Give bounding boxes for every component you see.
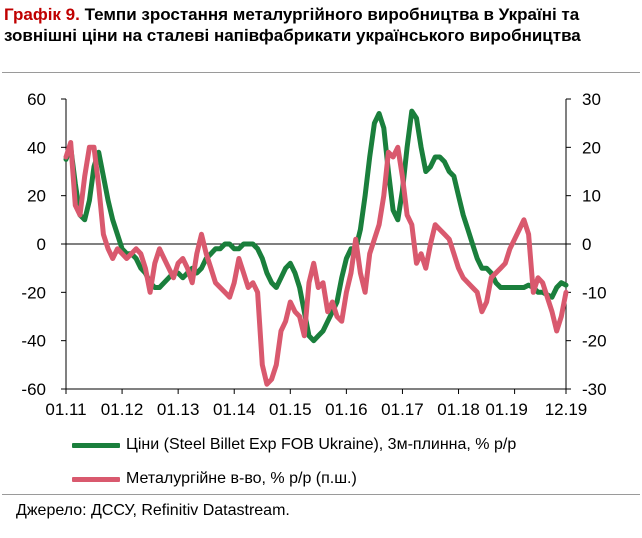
legend-item-production: Металургійне в-во, % р/р (п.ш.) (72, 468, 357, 490)
legend-swatch-production (72, 476, 120, 482)
x-tick-label: 01.13 (157, 400, 200, 419)
legend-label-production: Металургійне в-во, % р/р (п.ш.) (126, 470, 357, 487)
chart-number-label: Графік 9. (4, 5, 80, 24)
y-left-tick-label: 0 (37, 235, 46, 254)
x-tick-label: 01.19 (485, 400, 528, 419)
x-tick-label: 12.19 (545, 400, 588, 419)
y-right-tick-label: -30 (582, 380, 607, 399)
x-tick-label: 01.17 (381, 400, 424, 419)
y-left-tick-label: -60 (21, 380, 46, 399)
source-divider (2, 494, 640, 495)
y-left-tick-label: 60 (27, 90, 46, 109)
y-left-tick-label: -20 (21, 283, 46, 302)
legend-label-prices: Ціни (Steel Billet Exp FOB Ukraine), 3м-… (126, 436, 517, 453)
source-note: Джерело: ДССУ, Refinitiv Datastream. (16, 502, 290, 519)
x-tick-label: 01.12 (101, 400, 144, 419)
legend-item-prices: Ціни (Steel Billet Exp FOB Ukraine), 3м-… (72, 434, 516, 456)
series-line-production (63, 140, 569, 387)
legend-swatch-prices (72, 442, 120, 448)
chart-title: Графік 9. Темпи зростання металургійного… (4, 4, 638, 46)
x-tick-label: 01.18 (437, 400, 480, 419)
y-right-tick-label: 20 (582, 138, 601, 157)
series-line-prices (63, 108, 569, 344)
y-left-tick-label: 40 (27, 138, 46, 157)
x-tick-label: 01.16 (325, 400, 368, 419)
y-left-tick-label: 20 (27, 187, 46, 206)
y-right-tick-label: 30 (582, 90, 601, 109)
y-right-tick-label: 10 (582, 187, 601, 206)
title-divider (2, 72, 640, 73)
y-right-tick-label: 0 (582, 235, 591, 254)
x-tick-label: 01.11 (45, 400, 86, 419)
x-tick-label: 01.14 (213, 400, 256, 419)
y-left-tick-label: -40 (21, 332, 46, 351)
y-right-tick-label: -20 (582, 332, 607, 351)
x-tick-label: 01.15 (269, 400, 312, 419)
y-right-tick-label: -10 (582, 283, 607, 302)
chart-title-text: Темпи зростання металургійного виробницт… (4, 5, 581, 45)
